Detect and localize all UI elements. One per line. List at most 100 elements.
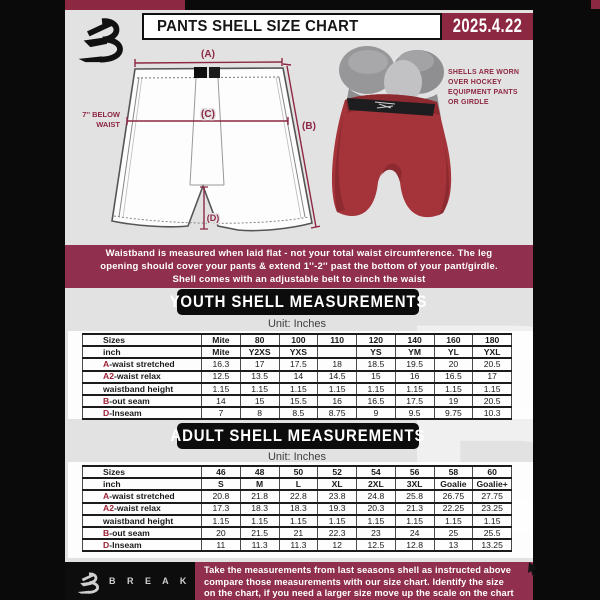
table-cell: 11.3 [278,538,319,553]
table-cell: 1.15 [472,513,512,528]
table-cell: 48 [239,464,280,480]
photo-note-line: EQUIPMENT PANTS [448,89,518,96]
row-label: inch [82,345,202,360]
table-cell: 13.25 [472,538,512,553]
table-row: inch Mite Y2XS YXS YS YM YL YXL [82,345,512,360]
table-cell: 22.8 [278,489,319,504]
row-label: waistband height [82,513,202,528]
table-cell: 46 [201,464,241,480]
table-cell: 1.15 [472,381,512,396]
table-row: A-waist stretched 16.3 17 17.5 18 18.5 19.5 20 2… [82,357,512,372]
table-cell: 1.15 [433,513,474,528]
footer-note: Take the measurements from last seasons … [195,562,533,600]
table-cell: 16.5 [433,369,474,384]
table-cell: 1.15 [356,513,396,528]
footer-note-line: Take the measurements from last seasons … [204,565,512,575]
table-row: B-out seam 14 15 15.5 16 16.5 17.5 19 20.5 [82,393,512,409]
table-cell: 16 [317,393,357,409]
table-cell: 14.5 [317,369,357,384]
photo-note-line: OR GIRDLE [448,99,489,106]
youth-table: Sizes Mite 80 100 110 120 140 160 180 inch Mite Y2X… [82,332,512,421]
youth-unit-label: Unit: Inches [267,318,327,330]
row-label: A2-waist relax [82,501,202,516]
page-title: PANTS SHELL SIZE CHART [157,17,359,35]
table-cell: 14 [278,369,319,384]
footer-note-line: compare those measurements with our size… [204,576,504,587]
table-cell: 16 [394,369,435,384]
table-cell: Goalie+ [472,477,512,492]
table-cell: 12.5 [201,369,241,384]
footer-brand-text: B R E A K A W A Y [109,576,263,586]
table-cell: 1.15 [394,381,435,396]
table-cell: YS [356,345,396,360]
table-cell: 1.15 [201,513,241,528]
table-cell: 17 [239,357,280,372]
adult-unit-label: Unit: Inches [267,451,327,463]
belt-buckle [194,67,207,78]
table-cell: 58 [433,464,474,480]
table-cell: 12.5 [356,538,396,553]
table-row: waistband height 1.15 1.15 1.15 1.15 1.15 1.15… [82,381,512,396]
table-cell: 1.15 [201,381,241,396]
table-cell: YXL [472,345,512,360]
table-row: waistband height 1.15 1.15 1.15 1.15 1.15 1.15… [82,513,512,528]
youth-section-header: YOUTH SHELL MEASUREMENTS [169,289,426,315]
table-cell: 180 [472,332,512,348]
table-cell: 7 [201,406,241,421]
info-band-line: Shell comes with an adjustable belt to c… [172,274,426,285]
table-cell: 11 [201,538,241,553]
table-cell: 20 [201,525,241,541]
row-label: Sizes [82,464,202,480]
youth-section-title: YOUTH SHELL MEASUREMENTS [169,292,427,311]
info-band-line: Waistband is measured when laid flat - n… [105,248,493,259]
table-cell: 52 [317,464,357,480]
table-row: B-out seam 20 21.5 21 22.3 23 24 25 25.5 [82,525,512,541]
table-cell: 13.5 [239,369,280,384]
table-cell: 1.15 [356,381,396,396]
table-cell: 24.8 [356,489,396,504]
table-cell: 23.25 [472,501,512,516]
table-cell: 1.15 [317,381,357,396]
dimension-label-a: (A) [201,49,215,60]
top-accent-bar [65,0,185,10]
row-label: D-Inseam [82,538,202,553]
footer-breakaway-logo-icon [77,572,99,594]
footer: B R E A K A W A Y Take the measurements … [65,562,533,600]
table-cell: 18.3 [239,501,280,516]
row-label: D-Inseam [82,406,202,421]
table-cell: 27.75 [472,489,512,504]
table-cell: 8.5 [278,406,319,421]
table-cell: 160 [433,332,474,348]
table-cell: Mite [201,345,241,360]
table-row: A2-waist relax 12.5 13.5 14 14.5 15 16 16.5 17 [82,369,512,384]
table-cell: 18 [317,357,357,372]
dimension-label-b: (B) [302,121,316,132]
table-cell: 100 [278,332,319,348]
table-cell: 110 [317,332,357,348]
table-cell: 9.5 [394,406,435,421]
table-cell: 1.15 [317,513,357,528]
table-cell: 12 [317,538,357,553]
row-label: inch [82,477,202,492]
table-cell: 19.5 [394,357,435,372]
table-cell: 20.5 [472,393,512,409]
table-cell: 140 [394,332,435,348]
table-cell [317,345,357,360]
cursor-icon [528,562,537,577]
table-row: D-Inseam 7 8 8.5 8.75 9 9.5 9.75 10.3 [82,406,512,421]
table-cell: 1.15 [278,381,319,396]
page-title-box: PANTS SHELL SIZE CHART [142,13,442,40]
table-cell: Goalie [433,477,474,492]
adult-section-title: ADULT SHELL MEASUREMENTS [170,426,426,445]
table-cell: 1.15 [394,513,435,528]
info-band: Waistband is measured when laid flat - n… [65,245,533,288]
table-cell: 50 [278,464,319,480]
table-cell: 25.8 [394,489,435,504]
table-cell: 14 [201,393,241,409]
table-cell: M [239,477,280,492]
table-cell: 23 [356,525,396,541]
date-text: 2025.4.22 [452,15,523,37]
table-cell: 21.5 [239,525,280,541]
table-cell: 9.75 [433,406,474,421]
